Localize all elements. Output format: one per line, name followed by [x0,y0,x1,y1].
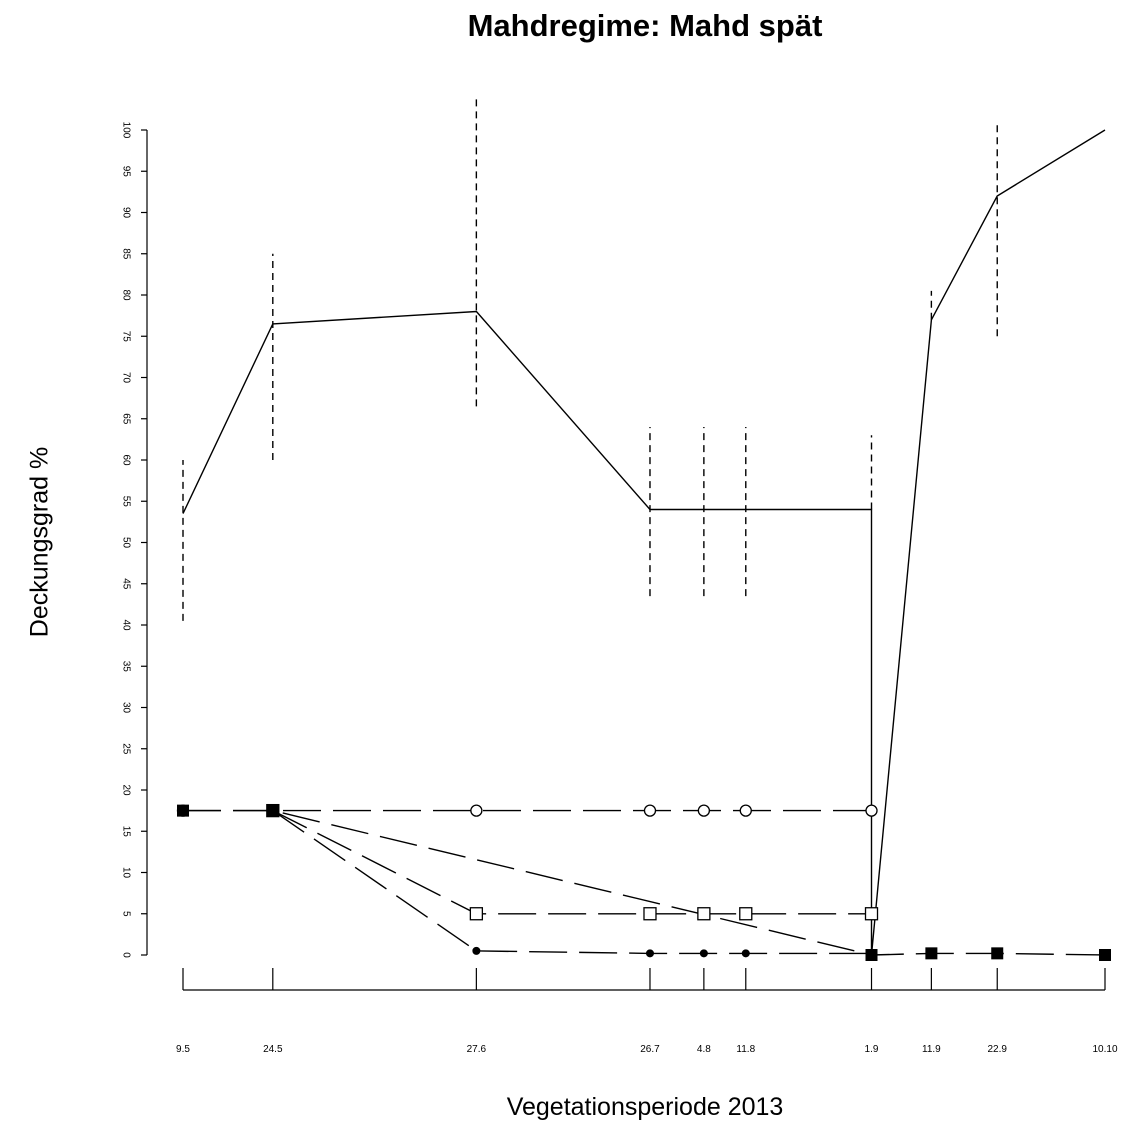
y-tick: 30 [120,702,147,714]
y-tick-label: 50 [120,537,131,549]
x-tick: 24.5 [263,968,283,1055]
y-tick-label: 85 [120,248,131,260]
point-filled-circle [699,949,708,958]
point-filled-square [1099,949,1111,961]
point-filled-circle [645,949,654,958]
y-tick: 70 [120,372,147,384]
y-tick: 60 [120,454,147,466]
point-open-circle [865,804,878,817]
x-tick: 4.8 [697,968,711,1055]
x-axis-label: Vegetationsperiode 2013 [506,1093,784,1121]
y-tick-label: 80 [120,289,131,301]
y-tick-label: 60 [120,454,131,466]
y-tick-label: 10 [120,867,131,879]
point-filled-square [266,804,279,817]
x-tick-label: 22.9 [987,1044,1007,1055]
y-tick-label: 0 [120,952,131,958]
y-tick-label: 90 [120,207,131,219]
y-tick-label: 70 [120,372,131,384]
y-tick-label: 30 [120,702,131,714]
point-filled-square [865,949,878,961]
y-tick: 0 [120,952,147,958]
point-filled-square [177,804,189,817]
x-tick-label: 27.6 [467,1044,487,1055]
point-filled-circle [741,949,750,958]
point-open-circle [697,804,711,817]
x-tick: 11.8 [736,968,756,1055]
y-tick: 45 [120,578,147,590]
y-tick: 5 [120,911,147,917]
y-tick-label: 65 [120,413,131,425]
x-tick: 27.6 [467,968,487,1055]
y-tick-label: 55 [120,496,131,508]
x-tick: 1.9 [865,968,879,1055]
y-tick: 40 [120,619,147,631]
point-open-square [643,907,657,921]
y-tick-label: 25 [120,743,131,755]
error-bars [182,97,998,621]
x-tick: 9.5 [176,968,190,1055]
x-tick: 26.7 [640,968,660,1055]
y-tick: 90 [120,207,147,219]
y-tick-label: 15 [120,826,131,838]
x-tick-label: 1.9 [865,1044,879,1055]
series-line-5 [183,809,1106,956]
point-filled-square [991,947,1004,960]
x-tick-label: 11.9 [922,1044,941,1055]
series-lines [182,129,1106,956]
y-tick: 65 [120,413,147,425]
series-markers [176,803,1111,961]
point-filled-circle [472,946,481,955]
y-tick: 80 [120,289,147,301]
y-tick: 20 [120,784,147,796]
y-tick: 50 [120,537,147,549]
y-tick-label: 45 [120,578,131,590]
point-open-square [469,907,484,921]
x-tick-label: 26.7 [640,1044,660,1055]
x-tick: 10.10 [1092,968,1118,1055]
y-tick: 100 [120,122,147,139]
point-open-circle [470,804,483,817]
series-line-4 [272,810,872,955]
x-tick: 11.9 [922,968,941,1055]
series-line-1 [182,129,1106,956]
x-tick-label: 10.10 [1092,1044,1117,1055]
y-tick-label: 20 [120,784,131,796]
y-tick: 85 [120,248,147,260]
point-open-square [864,907,879,921]
x-tick-label: 9.5 [176,1044,190,1055]
point-open-circle [643,804,657,817]
y-tick-label: 100 [120,122,131,139]
y-tick: 10 [120,867,147,879]
x-tick-label: 4.8 [697,1044,711,1055]
point-open-square [697,907,711,921]
point-open-square [739,907,753,921]
x-tick-label: 11.8 [736,1044,755,1055]
x-tick-label: 24.5 [263,1044,283,1055]
y-tick-label: 40 [120,619,131,631]
series-line-3 [272,809,872,915]
y-axis: 0 5 10 15 20 25 30 35 40 45 50 55 60 65 70 75 80 85 90 95 10… [120,122,148,958]
y-tick-label: 5 [120,911,131,917]
y-tick: 35 [120,661,147,673]
point-filled-square [925,947,938,960]
y-tick: 25 [120,743,147,755]
y-tick: 15 [120,826,147,838]
chart-title: Mahdregime: Mahd spät [467,8,823,43]
point-open-circle [739,804,752,817]
y-tick-label: 95 [120,166,131,178]
y-tick: 55 [120,496,147,508]
y-tick: 95 [120,166,147,178]
x-tick: 22.9 [987,968,1007,1055]
y-tick: 75 [120,331,147,343]
x-axis: 9.5 24.5 27.6 26.7 4.8 11.8 1.9 11.9 22.9 10.10 [176,968,1118,1055]
y-tick-label: 35 [120,661,131,673]
y-tick-label: 75 [120,331,131,343]
